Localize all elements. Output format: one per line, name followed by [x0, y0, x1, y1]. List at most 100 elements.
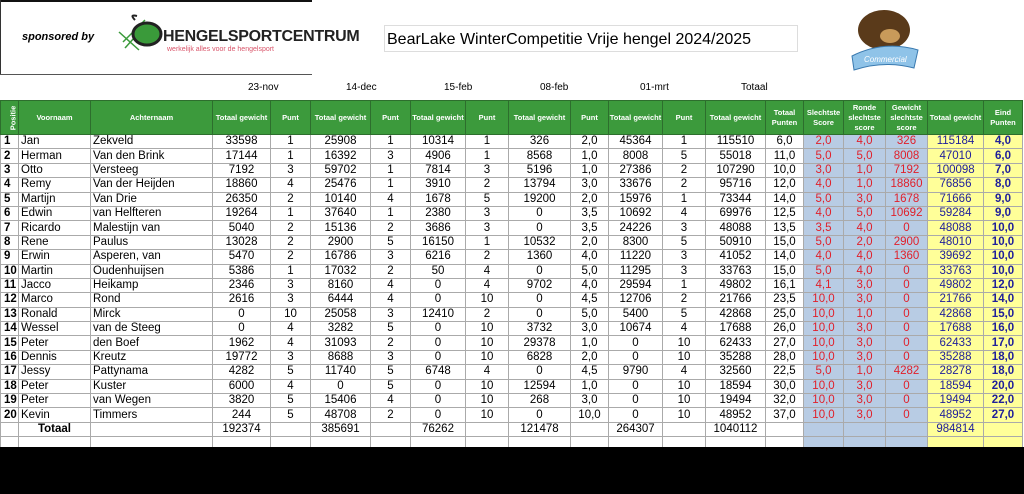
cell-worst-round: 4,0 — [843, 263, 886, 279]
table-row: 1 Jan Zekveld 33598 1 25908 1 10314 1 326 2,0 45364… — [0, 133, 1023, 150]
cell-r4-points: 1,0 — [570, 162, 609, 179]
cell-r1-weight: 1962 — [212, 335, 271, 351]
cell-r2-points: 3 — [370, 249, 411, 265]
cell-r1-points: 5 — [270, 407, 311, 423]
cell-r3-points: 4 — [465, 277, 509, 294]
cell-worst-round: 5,0 — [843, 148, 886, 164]
cell-total-weight: 48088 — [705, 220, 766, 236]
cell-worst-round: 4,0 — [843, 133, 886, 150]
cell-r3-points: 2 — [465, 306, 509, 323]
cell-final-weight: 18594 — [927, 378, 984, 395]
cell-worst-score: 5,0 — [803, 148, 844, 164]
cell-r4-weight: 0 — [508, 407, 571, 423]
cell-worst-score: 3,0 — [803, 162, 844, 179]
cell-worst-round: 3,0 — [843, 335, 886, 351]
cell-first-name: Erwin — [18, 249, 91, 265]
cell-total-weight: 49802 — [705, 277, 766, 294]
cell-r2-points: 2 — [370, 407, 411, 423]
cell-r3-weight: 6216 — [410, 249, 466, 265]
header-label: Slechtste Score — [806, 107, 841, 127]
cell-r4-weight: 10532 — [508, 234, 571, 251]
cell-r4-points: 3,5 — [570, 205, 609, 222]
cell-r1-weight: 26350 — [212, 191, 271, 207]
cell-r5-points: 4 — [662, 205, 706, 222]
cell-r1-weight: 18860 — [212, 177, 271, 193]
table-row: 19 Peter van Wegen 3820 5 15406 4 0 10 268 3,0 0 10 1… — [0, 393, 1023, 409]
cell-r4-weight: 121478 — [508, 421, 571, 438]
cell-r3-weight: 0 — [410, 335, 466, 351]
cell-r3-points: 1 — [465, 234, 509, 251]
header-divider — [0, 74, 312, 75]
cell-r2-weight: 25908 — [310, 133, 371, 150]
cell-r5-weight: 29594 — [608, 277, 663, 294]
cell-r2-points: 4 — [370, 292, 411, 308]
cell-worst-score: 5,0 — [803, 263, 844, 279]
cell-worst-weight: 0 — [885, 220, 928, 236]
cell-r2-weight: 15136 — [310, 220, 371, 236]
cell-worst-round: 3,0 — [843, 407, 886, 423]
cell-r4-weight: 9702 — [508, 277, 571, 294]
cell-r1-weight: 5470 — [212, 249, 271, 265]
cell-r3-weight: 50 — [410, 263, 466, 279]
cell-r5-weight: 264307 — [608, 421, 663, 438]
cell-worst-weight: 0 — [885, 263, 928, 279]
cell-total-weight: 35288 — [705, 349, 766, 366]
cell-r3-points: 10 — [465, 321, 509, 337]
cell-worst-score: 10,0 — [803, 393, 844, 409]
cell-worst-weight: 0 — [885, 407, 928, 423]
header-label: Punt — [581, 112, 598, 122]
cell-worst-score: 4,1 — [803, 277, 844, 294]
header-label: Totaal Punten — [771, 107, 798, 127]
header-final-weight: Totaal gewicht — [927, 100, 984, 135]
cell-r3-weight: 0 — [410, 349, 466, 366]
cell-final-weight: 59284 — [927, 205, 984, 222]
cell-total-points: 10,0 — [765, 162, 804, 179]
cell-r1-points: 1 — [270, 263, 311, 279]
cell-last-name: van Wegen — [90, 393, 213, 409]
cell-r5-points: 4 — [662, 321, 706, 337]
cell-total-points: 28,0 — [765, 349, 804, 366]
cell-worst-weight: 0 — [885, 335, 928, 351]
cell-r1-points: 1 — [270, 133, 311, 150]
cell-total-points: 14,0 — [765, 191, 804, 207]
cell-total-weight: 107290 — [705, 162, 766, 179]
cell-first-name: Peter — [18, 378, 91, 395]
cell-total-points: 22,5 — [765, 364, 804, 380]
cell-total-points: 12,5 — [765, 205, 804, 222]
cell-r2-points: 3 — [370, 349, 411, 366]
cell-r3-weight: 0 — [410, 407, 466, 423]
cell-worst-score: 10,0 — [803, 349, 844, 366]
header-total-points: Totaal Punten — [765, 100, 804, 135]
cell-r3-weight: 4906 — [410, 148, 466, 164]
cell-total-weight: 73344 — [705, 191, 766, 207]
cell-total-points: 12,0 — [765, 177, 804, 193]
cell-worst-score — [803, 421, 844, 438]
cell-r3-weight: 2380 — [410, 205, 466, 222]
cell-last-name: Kuster — [90, 378, 213, 395]
cell-worst-round: 3,0 — [843, 393, 886, 409]
cell-r5-weight: 0 — [608, 407, 663, 423]
cell-r4-points: 4,0 — [570, 277, 609, 294]
cell-worst-score: 3,5 — [803, 220, 844, 236]
cell-worst-score: 10,0 — [803, 306, 844, 323]
round-date-4: 08-feb — [540, 82, 569, 93]
cell-r4-points: 1,0 — [570, 335, 609, 351]
cell-worst-round: 4,0 — [843, 220, 886, 236]
cell-worst-score: 4,0 — [803, 205, 844, 222]
cell-r4-points: 2,0 — [570, 234, 609, 251]
cell-total-weight: 95716 — [705, 177, 766, 193]
cell-r2-weight: 10140 — [310, 191, 371, 207]
header-label: Positie — [8, 105, 18, 130]
cell-total-weight: 55018 — [705, 148, 766, 164]
cell-final-weight: 48952 — [927, 407, 984, 423]
cell-first-name: Peter — [18, 393, 91, 409]
cell-r5-points: 10 — [662, 335, 706, 351]
cell-r2-weight: 16786 — [310, 249, 371, 265]
cell-total-weight: 1040112 — [705, 421, 766, 438]
cell-worst-score: 5,0 — [803, 364, 844, 380]
table-row: 17 Jessy Pattynama 4282 5 11740 5 6748 4 0 4,5 9790… — [0, 364, 1023, 380]
cell-last-name: Pattynama — [90, 364, 213, 380]
table-row: 3 Otto Versteeg 7192 3 59702 1 7814 3 5196 1,0 2738… — [0, 162, 1023, 179]
cell-r3-points: 1 — [465, 148, 509, 164]
cell-r5-weight: 0 — [608, 335, 663, 351]
